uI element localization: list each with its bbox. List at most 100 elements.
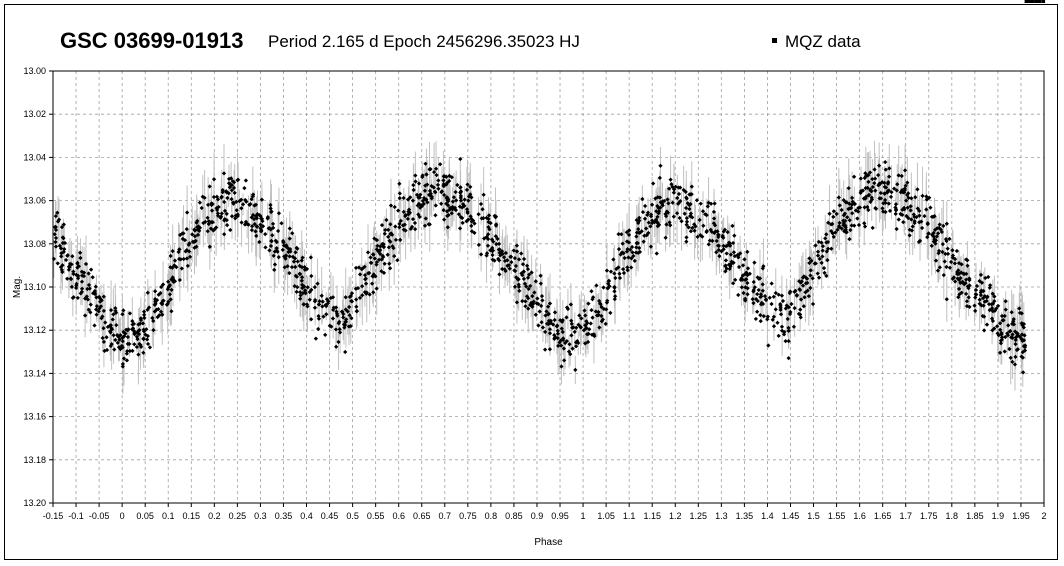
chart-title: GSC 03699-01913 xyxy=(60,28,244,53)
data-point xyxy=(552,310,558,315)
data-point xyxy=(773,290,778,296)
data-point xyxy=(583,323,588,328)
data-point xyxy=(500,266,505,272)
x-tick-label: 0.2 xyxy=(208,511,221,521)
data-point xyxy=(319,293,324,298)
data-point xyxy=(666,186,672,191)
x-tick-label: 0.05 xyxy=(136,511,154,521)
data-point xyxy=(751,288,756,293)
data-point xyxy=(809,258,814,263)
data-point xyxy=(290,231,295,236)
data-point xyxy=(999,313,1005,319)
data-point xyxy=(986,301,992,307)
data-point xyxy=(753,316,758,322)
data-point xyxy=(142,315,147,321)
data-point xyxy=(131,321,137,327)
data-point xyxy=(444,209,450,214)
data-point xyxy=(964,304,970,309)
data-point xyxy=(704,212,709,218)
data-point xyxy=(228,227,233,233)
data-point xyxy=(508,254,514,259)
data-point xyxy=(161,298,166,303)
data-point xyxy=(127,348,133,354)
data-point xyxy=(709,229,714,234)
data-point xyxy=(305,285,310,290)
data-point xyxy=(943,237,949,242)
data-point xyxy=(324,312,329,317)
data-point xyxy=(244,199,249,204)
data-point xyxy=(880,206,885,211)
data-point xyxy=(248,201,253,207)
data-point xyxy=(538,273,543,278)
data-point xyxy=(920,193,925,198)
data-point xyxy=(357,295,363,301)
data-point xyxy=(1020,370,1026,375)
data-point xyxy=(445,195,450,200)
data-point xyxy=(981,303,986,308)
data-point xyxy=(751,300,756,306)
data-point xyxy=(172,263,177,268)
data-point xyxy=(943,251,948,257)
data-point xyxy=(761,313,766,319)
data-point xyxy=(329,324,334,329)
data-point xyxy=(804,276,810,281)
data-point xyxy=(668,223,673,228)
data-point xyxy=(889,190,894,195)
data-point xyxy=(770,317,775,322)
data-point xyxy=(843,225,848,230)
data-point xyxy=(933,241,938,246)
data-point xyxy=(335,313,340,318)
data-point xyxy=(291,259,297,264)
data-point xyxy=(810,276,815,281)
data-point xyxy=(379,257,384,262)
data-point xyxy=(388,231,393,237)
data-point xyxy=(230,179,235,184)
data-point xyxy=(498,253,503,258)
data-point xyxy=(788,289,793,294)
data-point xyxy=(655,203,660,209)
data-point xyxy=(207,244,212,249)
data-point xyxy=(299,258,304,263)
data-point xyxy=(731,281,736,286)
data-point xyxy=(668,177,673,182)
data-point xyxy=(835,227,840,233)
data-point xyxy=(677,215,682,221)
data-point xyxy=(546,321,551,327)
data-point xyxy=(886,180,891,185)
data-point xyxy=(732,233,737,238)
data-point xyxy=(417,195,422,200)
data-point xyxy=(521,269,526,274)
data-point xyxy=(990,309,996,314)
data-point xyxy=(944,264,949,270)
x-tick-label: 1.95 xyxy=(1012,511,1030,521)
data-point xyxy=(543,313,548,318)
data-point xyxy=(883,185,889,190)
data-point xyxy=(159,301,165,307)
data-point xyxy=(168,297,173,302)
data-point xyxy=(374,286,379,291)
data-point xyxy=(349,291,355,296)
data-point xyxy=(59,224,65,230)
x-tick-label: 1.35 xyxy=(736,511,754,521)
data-point xyxy=(1010,335,1015,340)
data-point xyxy=(883,167,888,172)
data-point xyxy=(172,258,178,263)
data-point xyxy=(998,327,1003,333)
data-point xyxy=(763,297,769,302)
data-point xyxy=(458,214,463,220)
data-point xyxy=(907,233,912,238)
data-point xyxy=(530,293,535,299)
data-point xyxy=(242,185,247,191)
data-point xyxy=(486,232,491,237)
data-point xyxy=(293,264,298,270)
data-point xyxy=(726,262,732,267)
data-point xyxy=(524,263,530,268)
data-point xyxy=(813,261,818,266)
data-point xyxy=(468,184,473,189)
data-point xyxy=(625,265,630,270)
data-point xyxy=(384,217,389,223)
data-point xyxy=(337,319,342,325)
data-point xyxy=(315,281,320,286)
data-point xyxy=(266,226,271,231)
